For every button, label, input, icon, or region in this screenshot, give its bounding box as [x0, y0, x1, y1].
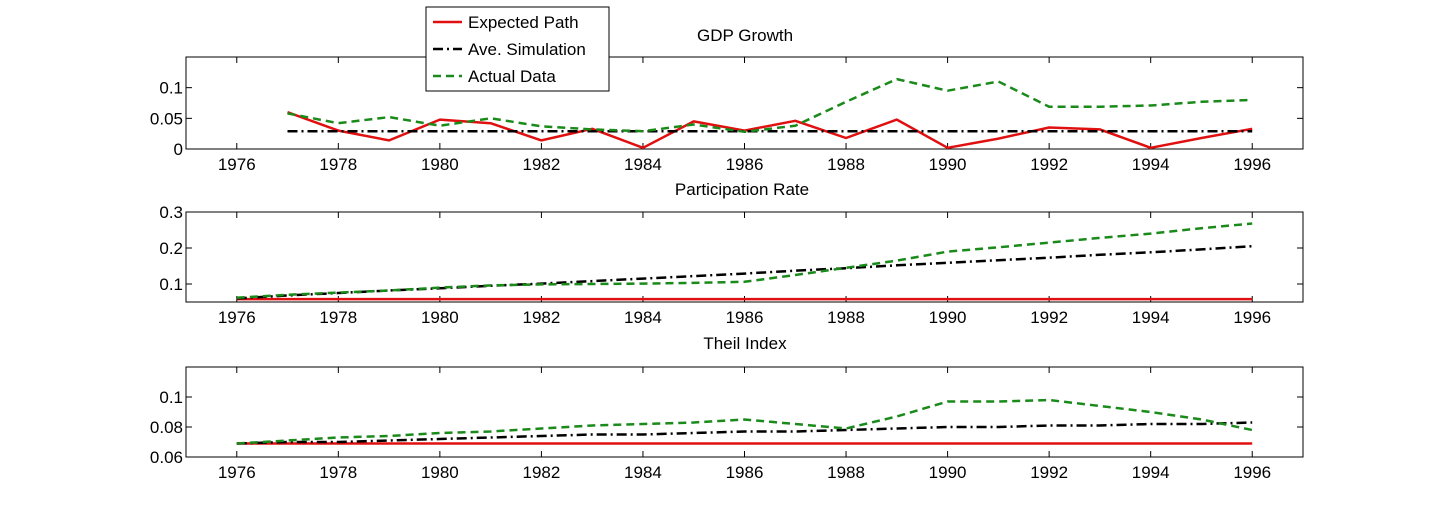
y-tick-label: 0.08 [150, 418, 183, 437]
subplot-theil-index: Theil Index 1976 1978 1980 1982 1984 1986 1988… [150, 334, 1304, 482]
y-tick-label: 0.1 [159, 79, 183, 98]
x-tick-label: 1984 [624, 308, 662, 327]
series-line-actual-data [236, 398, 1253, 445]
y-tick-label: 0.2 [159, 239, 183, 258]
x-tick-label: 1984 [624, 463, 662, 482]
x-tick-label: 1994 [1132, 463, 1170, 482]
x-tick-label: 1992 [1030, 463, 1068, 482]
series-line-actual-data [236, 222, 1253, 299]
x-tick-label: 1976 [218, 155, 256, 174]
legend-label: Actual Data [468, 67, 556, 86]
x-tick-label: 1976 [218, 463, 256, 482]
axes-frame [185, 56, 1304, 150]
y-tick-label: 0.1 [159, 275, 183, 294]
x-tick-label: 1988 [827, 463, 865, 482]
x-tick-label: 1976 [218, 308, 256, 327]
legend-label: Expected Path [468, 13, 579, 32]
x-tick-label: 1978 [319, 155, 357, 174]
x-tick-label: 1992 [1030, 155, 1068, 174]
series-line-actual-data [287, 77, 1253, 134]
x-tick-label: 1996 [1233, 308, 1271, 327]
x-tick-label: 1996 [1233, 463, 1271, 482]
subplot-title: Theil Index [703, 334, 787, 353]
x-tick-label: 1994 [1132, 308, 1170, 327]
x-tick-label: 1984 [624, 155, 662, 174]
series-line-ave-simulation [236, 421, 1253, 445]
x-tick-label: 1980 [421, 155, 459, 174]
y-tick-label: 0.05 [150, 109, 183, 128]
x-tick-label: 1982 [522, 308, 560, 327]
subplot-title: Participation Rate [675, 180, 809, 199]
x-tick-label: 1982 [522, 463, 560, 482]
y-tick-label: 0.3 [159, 203, 183, 222]
x-tick-label: 1986 [726, 308, 764, 327]
x-tick-label: 1990 [929, 463, 967, 482]
subplot-gdp-growth: GDP Growth 1976 1978 1980 1982 1984 1986 1988 1… [150, 26, 1304, 174]
x-tick-label: 1990 [929, 155, 967, 174]
y-tick-label: 0.06 [150, 448, 183, 467]
x-tick-label: 1996 [1233, 155, 1271, 174]
axes-frame [185, 211, 1304, 303]
subplot-title: GDP Growth [697, 26, 793, 45]
x-tick-label: 1988 [827, 155, 865, 174]
series-line-ave-simulation [236, 244, 1253, 300]
x-tick-label: 1982 [522, 155, 560, 174]
y-tick-label: 0 [174, 140, 183, 159]
x-tick-label: 1978 [319, 463, 357, 482]
x-tick-label: 1978 [319, 308, 357, 327]
x-tick-label: 1986 [726, 155, 764, 174]
x-tick-label: 1980 [421, 463, 459, 482]
x-tick-label: 1990 [929, 308, 967, 327]
x-tick-label: 1980 [421, 308, 459, 327]
legend-label: Ave. Simulation [468, 40, 586, 59]
x-tick-label: 1986 [726, 463, 764, 482]
x-tick-label: 1994 [1132, 155, 1170, 174]
series-line-expected-path [287, 111, 1253, 150]
y-tick-label: 0.1 [159, 388, 183, 407]
legend: Expected Path Ave. Simulation Actual Dat… [425, 6, 610, 92]
subplot-participation-rate: Participation Rate 1976 1978 1980 1982 1984 1… [159, 180, 1304, 327]
x-tick-label: 1988 [827, 308, 865, 327]
x-tick-label: 1992 [1030, 308, 1068, 327]
